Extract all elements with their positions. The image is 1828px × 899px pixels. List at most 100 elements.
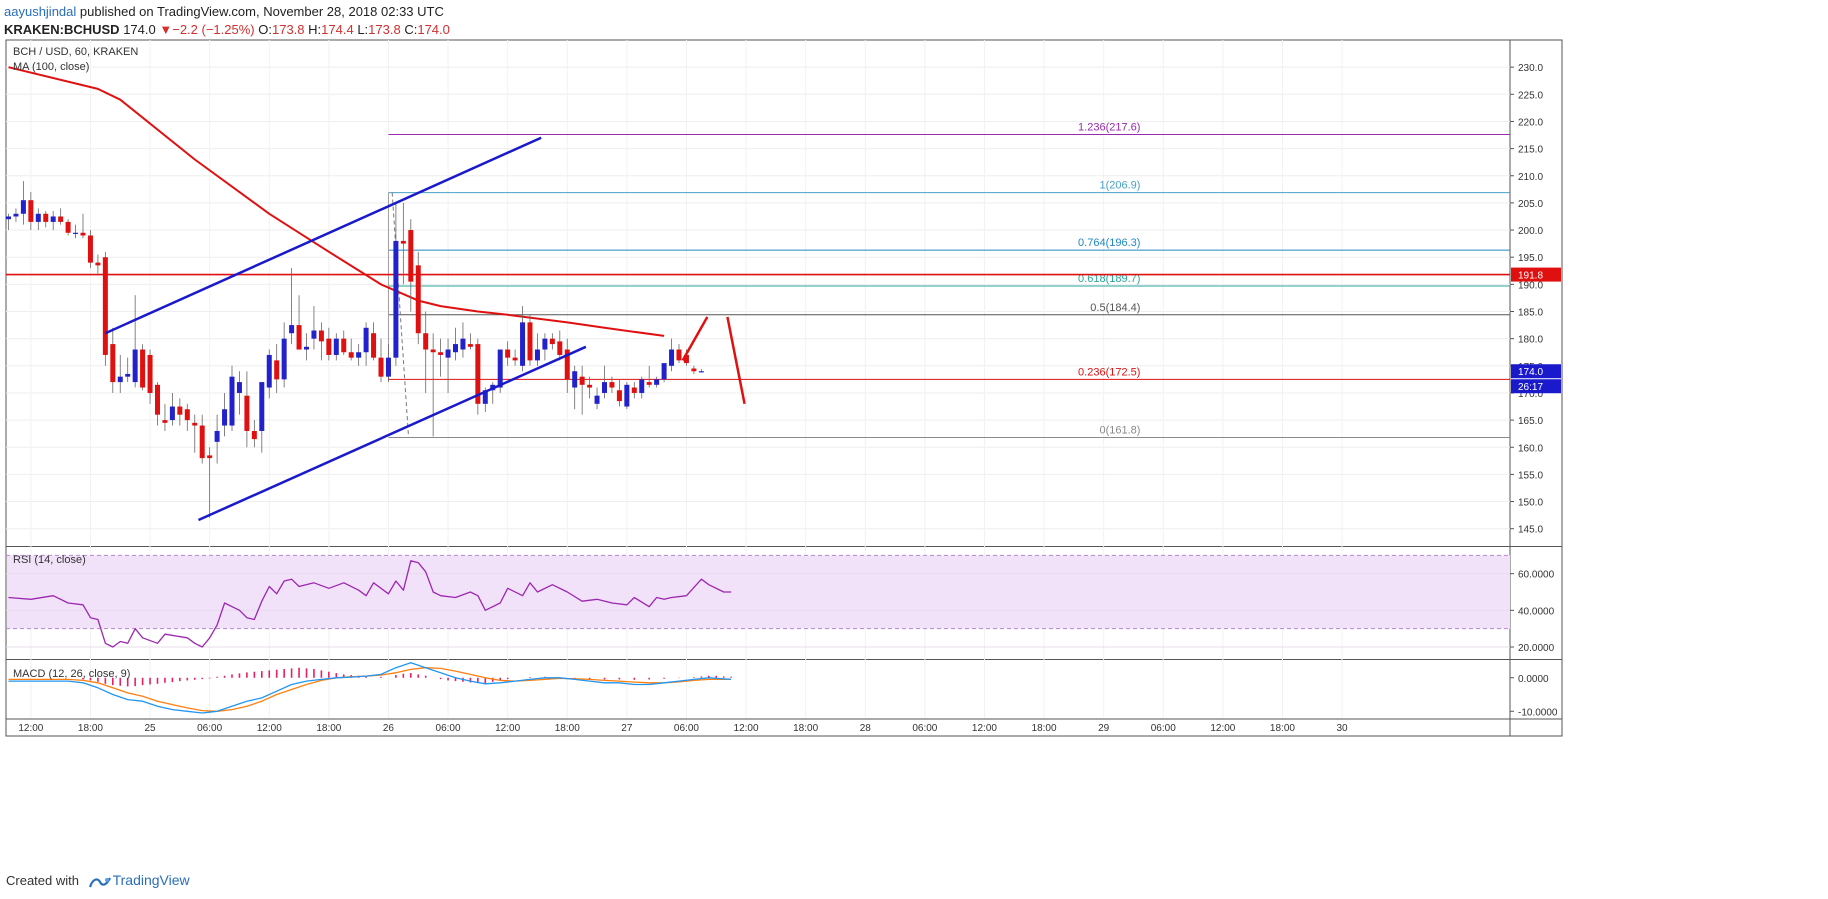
candle-down	[102, 257, 108, 355]
candle-up	[304, 346, 309, 350]
candle-down	[147, 354, 153, 393]
open-label: O:	[258, 22, 272, 37]
countdown-tag	[1511, 379, 1561, 394]
fib-level-label: 0.764(196.3)	[1078, 237, 1140, 249]
candle-up	[669, 349, 675, 366]
price-tick-label: 170.0	[1518, 389, 1543, 400]
candle-down	[58, 216, 64, 222]
price-tick-label: 230.0	[1518, 63, 1543, 74]
fib-level-label: 1.236(217.6)	[1078, 121, 1140, 133]
fib-trend-dashed	[391, 192, 410, 438]
time-tick-label: 27	[621, 723, 633, 734]
high-label: H:	[308, 22, 322, 37]
candle-up	[333, 338, 339, 355]
time-tick-label: 12:00	[972, 723, 997, 734]
open-value: 173.8	[271, 22, 305, 37]
candle-up	[520, 322, 526, 366]
rsi-tick-label: 40.0000	[1518, 606, 1555, 617]
candle-up	[654, 379, 660, 385]
price-tick-label: 180.0	[1518, 335, 1543, 346]
candle-up	[602, 382, 607, 393]
time-tick-label: 06:00	[674, 723, 699, 734]
candle-up	[20, 200, 26, 214]
candle-up	[6, 216, 11, 220]
tradingview-link[interactable]: TradingView	[112, 872, 190, 888]
candle-down	[251, 430, 257, 440]
candle-down	[408, 230, 414, 282]
moving-average-line	[8, 66, 665, 337]
candle-down	[400, 240, 406, 244]
price-tick-label: 215.0	[1518, 145, 1543, 156]
candle-down	[274, 360, 280, 380]
candle-up	[13, 213, 19, 217]
candle-down	[80, 232, 86, 236]
fib-level-label: 1(206.9)	[1099, 180, 1140, 192]
price-tick-label: 150.0	[1518, 498, 1543, 509]
price-tick-label: 205.0	[1518, 199, 1543, 210]
candle-up	[73, 232, 79, 234]
candle-down	[587, 384, 593, 388]
candle-up	[125, 373, 131, 377]
candle-up	[460, 338, 466, 350]
candle-up	[35, 213, 41, 222]
candle-down	[28, 200, 34, 222]
candle-down	[683, 354, 689, 364]
price-tick-label: 160.0	[1518, 443, 1543, 454]
candle-down	[438, 352, 444, 355]
candle-down	[423, 333, 429, 350]
candle-down	[326, 338, 332, 355]
candle-down	[162, 420, 168, 423]
macd-line	[8, 662, 732, 714]
level-tag	[1511, 267, 1561, 282]
candle-down	[609, 382, 615, 388]
candle-down	[616, 390, 622, 402]
time-tick-label: 18:00	[555, 723, 580, 734]
macd-signal-line	[8, 667, 732, 712]
time-tick-label: 12:00	[257, 723, 282, 734]
candle-down	[341, 338, 347, 353]
candle-up	[169, 406, 175, 421]
time-tick-label: 12:00	[1210, 723, 1235, 734]
down-arrow-icon: ▼	[159, 22, 173, 37]
time-tick-label: 12:00	[18, 723, 43, 734]
time-tick-label: 18:00	[1032, 723, 1057, 734]
time-tick-label: 18:00	[793, 723, 818, 734]
candle-down	[631, 387, 637, 393]
candle-up	[572, 371, 578, 388]
price-tick-label: 185.0	[1518, 308, 1543, 319]
price-tick-label: 165.0	[1518, 416, 1543, 427]
time-tick-label: 18:00	[316, 723, 341, 734]
price-change: −2.2 (−1.25%)	[172, 22, 255, 37]
candle-up	[236, 382, 242, 393]
fib-level-label: 0.618(189.7)	[1078, 273, 1140, 285]
candle-down	[318, 330, 324, 342]
candle-down	[430, 349, 436, 353]
close-label: C:	[404, 22, 418, 37]
price-tag	[1511, 364, 1561, 379]
fib-level-label: 0.236(172.5)	[1078, 366, 1140, 378]
candle-down	[676, 349, 682, 361]
candle-up	[698, 371, 704, 373]
rsi-tick-label: 20.0000	[1518, 643, 1555, 654]
candle-up	[356, 352, 362, 358]
candle-down	[87, 235, 93, 263]
tradingview-logo-icon	[88, 877, 111, 887]
candle-down	[110, 344, 116, 383]
level-tag-label: 191.8	[1518, 271, 1543, 282]
high-value: 174.4	[321, 22, 354, 37]
rsi-tick-label: 60.0000	[1518, 570, 1555, 581]
candle-down	[43, 213, 49, 222]
price-tick-label: 225.0	[1518, 90, 1543, 101]
candle-down	[65, 221, 71, 233]
price-tag-label: 174.0	[1518, 367, 1543, 378]
candle-up	[542, 338, 548, 350]
candle-down	[564, 349, 570, 380]
candle-down	[348, 352, 354, 358]
fib-level-label: 0.5(184.4)	[1090, 302, 1140, 314]
candle-up	[117, 376, 123, 383]
created-with-text: Created with	[6, 873, 79, 888]
candle-up	[50, 216, 56, 222]
time-tick-label: 06:00	[197, 723, 222, 734]
author-link[interactable]: aayushjindal	[4, 4, 77, 19]
